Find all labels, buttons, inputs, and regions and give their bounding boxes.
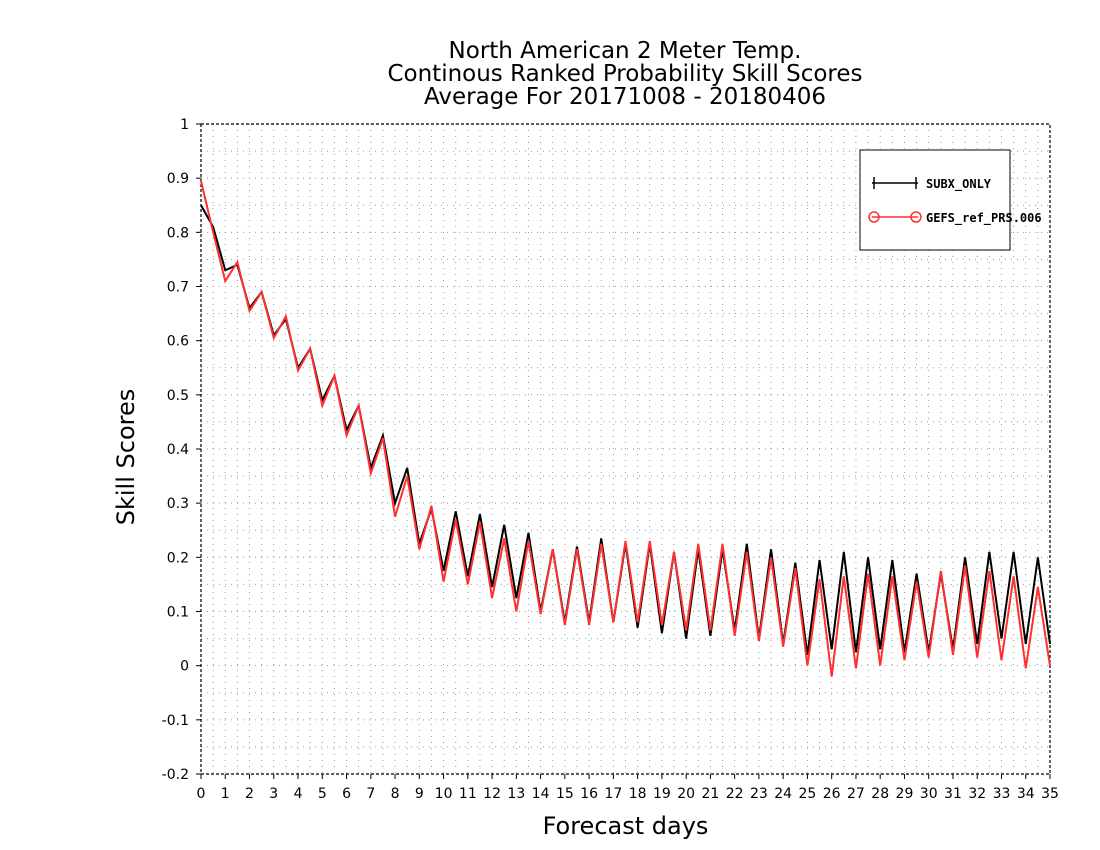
- y-tick-label: 0.3: [167, 496, 189, 512]
- x-tick-label: 30: [920, 786, 938, 802]
- x-tick-label: 10: [435, 786, 453, 802]
- y-tick-label: -0.2: [162, 767, 189, 783]
- x-tick-label: 3: [269, 786, 278, 802]
- x-tick-label: 21: [701, 786, 719, 802]
- chart-title-line: Average For 20171008 - 20180406: [424, 84, 826, 110]
- chart-title-line: Continous Ranked Probability Skill Score…: [387, 61, 862, 87]
- y-tick-label: 0.5: [167, 388, 189, 404]
- x-tick-label: 23: [750, 786, 768, 802]
- x-tick-label: 35: [1041, 786, 1059, 802]
- legend-box: [859, 149, 1011, 251]
- legend-item: SUBX_ONLY: [872, 177, 992, 192]
- y-tick-label: 0.9: [167, 171, 189, 187]
- x-tick-label: 19: [653, 786, 671, 802]
- x-tick-label: 18: [629, 786, 647, 802]
- x-tick-label: 13: [507, 786, 525, 802]
- x-tick-label: 5: [318, 786, 327, 802]
- x-tick-label: 20: [677, 786, 695, 802]
- y-tick-label: 0.2: [167, 550, 189, 566]
- x-tick-label: 33: [993, 786, 1011, 802]
- x-axis-ticks: 0 1 2 3 4 5 6 7 8 9 10 11 12 13 14 15 16 17 18 19 20 21 22 23 24…: [197, 774, 1059, 802]
- series-lines: [200, 180, 1051, 677]
- x-tick-label: 11: [459, 786, 477, 802]
- x-tick-label: 14: [532, 786, 550, 802]
- x-axis-label: Forecast days: [543, 812, 709, 840]
- y-tick-label: -0.1: [162, 713, 189, 729]
- chart-title-line: North American 2 Meter Temp.: [449, 38, 802, 64]
- x-tick-label: 6: [342, 786, 351, 802]
- legend-item: GEFS_ref_PRS.006: [868, 211, 1042, 226]
- x-tick-label: 17: [604, 786, 622, 802]
- legend-items: SUBX_ONLY GEFS_ref_PRS.006: [868, 177, 1042, 226]
- legend-plus-marker: [873, 177, 917, 189]
- y-tick-label: 0.6: [167, 334, 189, 350]
- x-tick-label: 7: [366, 786, 375, 802]
- x-tick-label: 25: [799, 786, 817, 802]
- x-tick-label: 16: [580, 786, 598, 802]
- x-tick-label: 2: [245, 786, 254, 802]
- y-axis-label: Skill Scores: [112, 389, 140, 526]
- series-line-1: [200, 180, 1051, 677]
- x-tick-label: 15: [556, 786, 574, 802]
- x-tick-label: 1: [221, 786, 230, 802]
- x-tick-label: 26: [823, 786, 841, 802]
- y-tick-label: 0.1: [167, 605, 189, 621]
- x-tick-label: 34: [1017, 786, 1035, 802]
- y-axis-ticks: -0.2 -0.1 0 0.1 0.2 0.3 0.4 0.5 0.6 0.7 0.8 0.9 1: [162, 117, 201, 783]
- legend-label: GEFS_ref_PRS.006: [926, 211, 1042, 226]
- legend-circle-marker: [868, 211, 880, 223]
- x-tick-label: 0: [197, 786, 206, 802]
- chart-title: North American 2 Meter Temp.Continous Ra…: [387, 38, 862, 110]
- legend: SUBX_ONLY GEFS_ref_PRS.006: [859, 149, 1042, 251]
- y-tick-label: 1: [180, 117, 189, 133]
- x-tick-label: 29: [896, 786, 914, 802]
- x-tick-label: 8: [391, 786, 400, 802]
- y-tick-label: 0.7: [167, 280, 189, 296]
- x-tick-label: 32: [968, 786, 986, 802]
- x-tick-label: 22: [726, 786, 744, 802]
- x-tick-label: 12: [483, 786, 501, 802]
- y-tick-label: 0.4: [167, 442, 189, 458]
- x-tick-label: 24: [774, 786, 792, 802]
- y-tick-label: 0: [180, 659, 189, 675]
- legend-circle-marker: [910, 211, 922, 223]
- x-tick-label: 9: [415, 786, 424, 802]
- y-tick-label: 0.8: [167, 225, 189, 241]
- x-tick-label: 27: [847, 786, 865, 802]
- x-tick-label: 28: [871, 786, 889, 802]
- legend-label: SUBX_ONLY: [926, 177, 992, 192]
- x-tick-label: 4: [294, 786, 303, 802]
- x-tick-label: 31: [944, 786, 962, 802]
